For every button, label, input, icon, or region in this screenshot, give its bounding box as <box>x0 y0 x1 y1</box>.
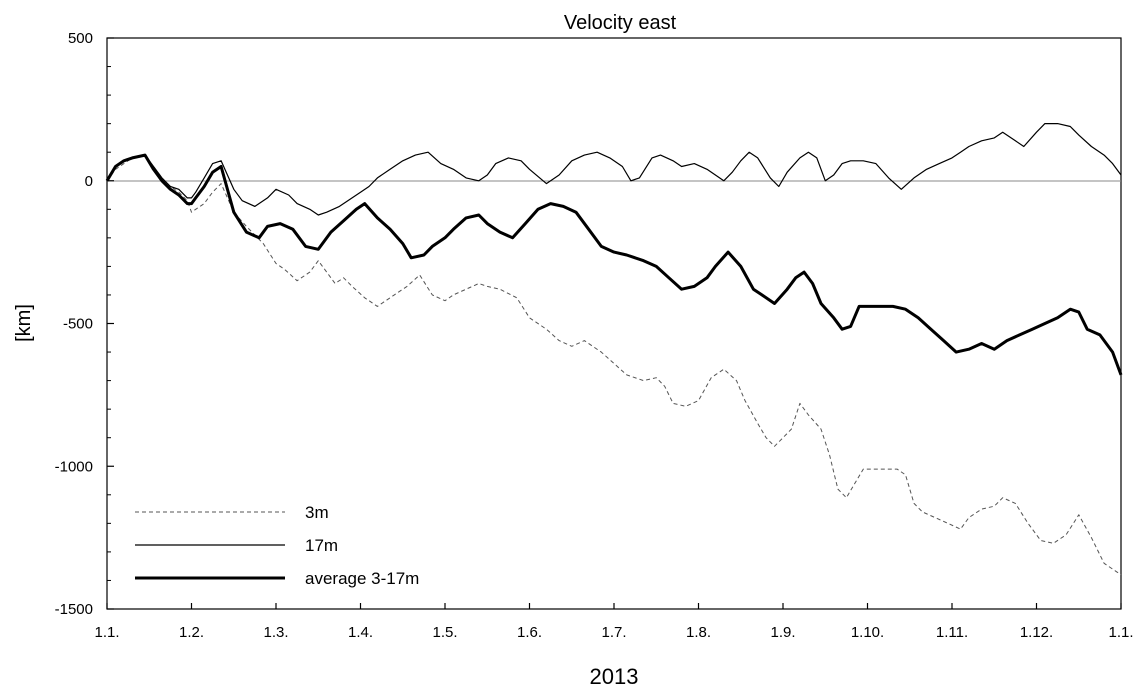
series-group <box>105 122 1123 576</box>
x-axis-label: 2013 <box>590 664 639 689</box>
series-line-thin <box>106 122 1122 216</box>
legend-label: average 3-17m <box>305 569 419 588</box>
x-tick-label: 1.9. <box>770 624 795 641</box>
y-tick-label: -1000 <box>55 458 93 475</box>
x-tick-label: 1.4. <box>348 624 373 641</box>
x-tick-label: 1.7. <box>601 624 626 641</box>
y-tick-label: 500 <box>68 30 93 47</box>
plot-frame <box>106 37 1122 610</box>
x-tick-label: 1.10. <box>851 624 884 641</box>
x-tick-label: 1.1. <box>94 624 119 641</box>
series-line-thick <box>105 153 1123 376</box>
x-tick-label: 1.5. <box>432 624 457 641</box>
chart-title: Velocity east <box>564 12 677 34</box>
x-tick-label: 1.8. <box>686 624 711 641</box>
y-tick-label: 0 <box>85 173 93 190</box>
y-tick-label: -500 <box>63 316 93 333</box>
x-tick-label: 1.6. <box>517 624 542 641</box>
legend-label: 17m <box>305 536 338 555</box>
legend: 3m 17m average 3-17m <box>135 503 419 588</box>
y-axis-label: [km] <box>13 304 35 342</box>
legend-label: 3m <box>305 503 329 522</box>
x-tick-label: 1.3. <box>263 624 288 641</box>
x-tick-label: 1.2. <box>179 624 204 641</box>
y-tick-label: -1500 <box>55 601 93 618</box>
series-line-dashed <box>106 154 1122 576</box>
x-tick-label: 1.1. <box>1108 624 1133 641</box>
x-tick-label: 1.12. <box>1020 624 1053 641</box>
x-tick-label: 1.11. <box>936 624 968 641</box>
